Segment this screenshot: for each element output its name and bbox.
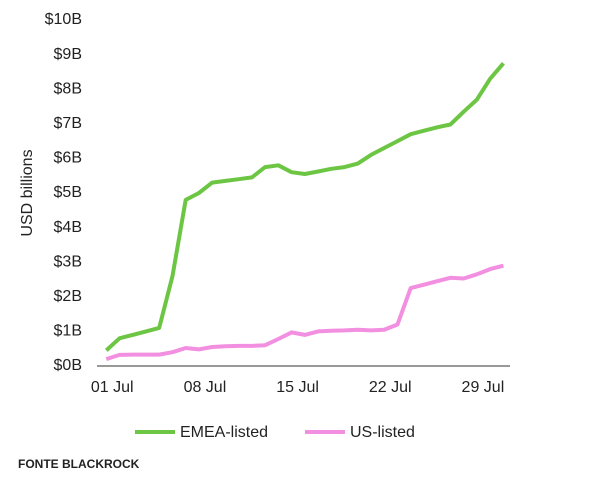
y-tick-label: $1B [54, 323, 82, 340]
x-tick-label: 01 Jul [91, 379, 134, 396]
y-tick-label: $9B [54, 46, 82, 63]
y-tick-label: $5B [54, 184, 82, 201]
source-note: FONTE BLACKROCK [18, 457, 140, 471]
y-tick-label: $2B [54, 288, 82, 305]
y-tick-label: $0B [54, 357, 82, 374]
data-line [104, 61, 505, 352]
y-tick-label: $10B [45, 11, 82, 28]
y-tick-label: $4B [54, 219, 82, 236]
y-tick-label: $6B [54, 150, 82, 167]
x-tick-label: 08 Jul [184, 379, 227, 396]
y-tick-label: $7B [54, 115, 82, 132]
y-tick-label: $8B [54, 80, 82, 97]
data-line [105, 263, 504, 362]
x-tick-label: 22 Jul [369, 379, 412, 396]
legend-label: US-listed [350, 424, 415, 441]
x-tick-label: 29 Jul [462, 379, 505, 396]
y-axis-label: USD billions [19, 149, 36, 236]
y-tick-label: $3B [54, 253, 82, 270]
x-tick-label: 15 Jul [276, 379, 319, 396]
legend-label: EMEA-listed [180, 424, 268, 441]
